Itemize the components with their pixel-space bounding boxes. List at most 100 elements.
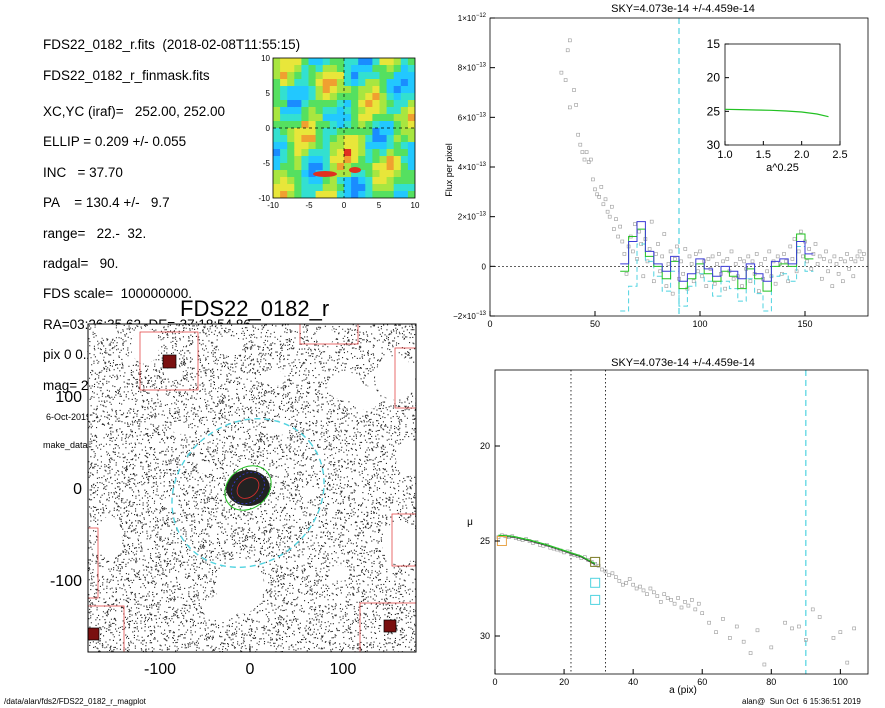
surface-brightness-chart: SKY=4.073e-14 +/-4.459e-14 μ a (pix) 0 20… [467,357,869,695]
inset-ytick: 15 [707,37,721,51]
chart1-point [843,259,847,264]
chart1-point [681,271,685,276]
chart1-point [689,262,694,266]
chart2-ytick: 30 [480,631,490,641]
chart2-point [676,596,680,600]
chart1-point [654,252,658,256]
chart1-point [819,276,824,281]
chart2-point [645,592,649,596]
chart1-point [857,249,862,254]
chart2-point [734,624,739,629]
chart1-point [641,274,646,279]
chart1-point [809,267,814,271]
chart1-ytick: 0 [482,262,487,271]
chart1-point [849,257,854,261]
chart2-ytick: 25 [480,536,490,546]
chart1-point [691,279,696,284]
chart1-point [775,254,780,259]
chart1-point [679,259,683,264]
chart1-point [601,202,606,207]
chart2-point [696,601,701,606]
chart1-point [861,252,866,256]
chart1-point [603,197,608,202]
chart1-point [698,249,702,254]
chart1-point [721,259,725,264]
image-xtick: -100 [144,661,176,678]
contour-ytick: 10 [261,54,270,63]
chart1-point [563,78,568,82]
chart1-point [853,259,858,264]
inset-frame [724,43,841,146]
chart1-point [662,232,667,236]
chart1-point [612,227,616,231]
chart1-point [759,262,763,266]
chart1-point [700,274,704,279]
masked-regions [95,324,416,620]
contour-ytick: 5 [266,89,271,98]
chart2-xtick: 60 [697,677,707,687]
chart1-point [616,234,620,239]
chart1-ylabel: Flux per pixel [444,143,454,197]
chart1-point [712,281,717,286]
chart1-point [631,249,635,254]
chart1-steps [620,221,814,312]
chart1-point [666,262,671,266]
chart1-point [748,279,753,284]
chart1-point [620,239,625,244]
chart1-point [851,274,856,279]
chart2-point [641,588,646,593]
inset-xtick: 2.0 [794,149,809,161]
chart2-point [662,592,667,596]
chart1-point [845,252,849,256]
chart1-point [807,247,812,251]
chart1-xtick: 150 [797,319,812,329]
chart2-title: SKY=4.073e-14 +/-4.459e-14 [611,357,755,369]
chart2-point [707,620,711,625]
chart1-xtick: 100 [692,319,707,329]
red-isophote [236,477,260,499]
chart2-point [652,590,656,595]
chart2-point [631,582,635,587]
chart1-point [756,289,761,293]
chart1-point [763,257,767,261]
contour-xtick: 10 [411,201,420,210]
image-ytick: 100 [55,389,82,406]
chart1-point [725,257,730,261]
chart1-point [633,222,637,226]
chart1-point [694,252,698,256]
chart1-ytick: 1×10−12 [458,13,487,23]
chart2-square [590,556,601,567]
chart1-point [660,254,664,259]
image-xtick: 100 [330,661,357,678]
contour-ytick: 0 [266,124,271,133]
chart1-point [706,257,711,261]
chart2-point [817,615,822,619]
chart1-point [568,105,572,110]
chart1-point [830,284,835,289]
inset-xlabel: a^0.25 [766,162,799,174]
chart1-point [618,224,622,229]
chart1-point [668,249,673,254]
inset-ytick: 30 [707,138,721,152]
mask-markers [88,354,397,641]
chart2-point [728,636,732,640]
chart2-point [648,586,653,591]
cyan-ellipse [171,418,325,568]
inset-xtick: 1.5 [756,149,771,161]
chart1-point [740,284,744,289]
chart1-point [637,229,641,234]
chart1-point [817,254,822,259]
chart1-point [788,244,793,249]
range-line: range= 22.- 32. [43,225,147,241]
chart2-point [790,626,794,631]
chart2-frame [494,369,869,675]
chart1-point [568,38,572,43]
chart1-point [670,291,675,296]
chart2-point [603,569,608,574]
chart2-point [693,607,698,612]
inc-line: INC = 37.70 [43,164,123,180]
galaxy-image: -100 0 100 100 0 -100 [50,323,417,678]
chart2-point [686,603,691,608]
chart1-point [717,252,721,256]
chart1-point [599,185,604,189]
